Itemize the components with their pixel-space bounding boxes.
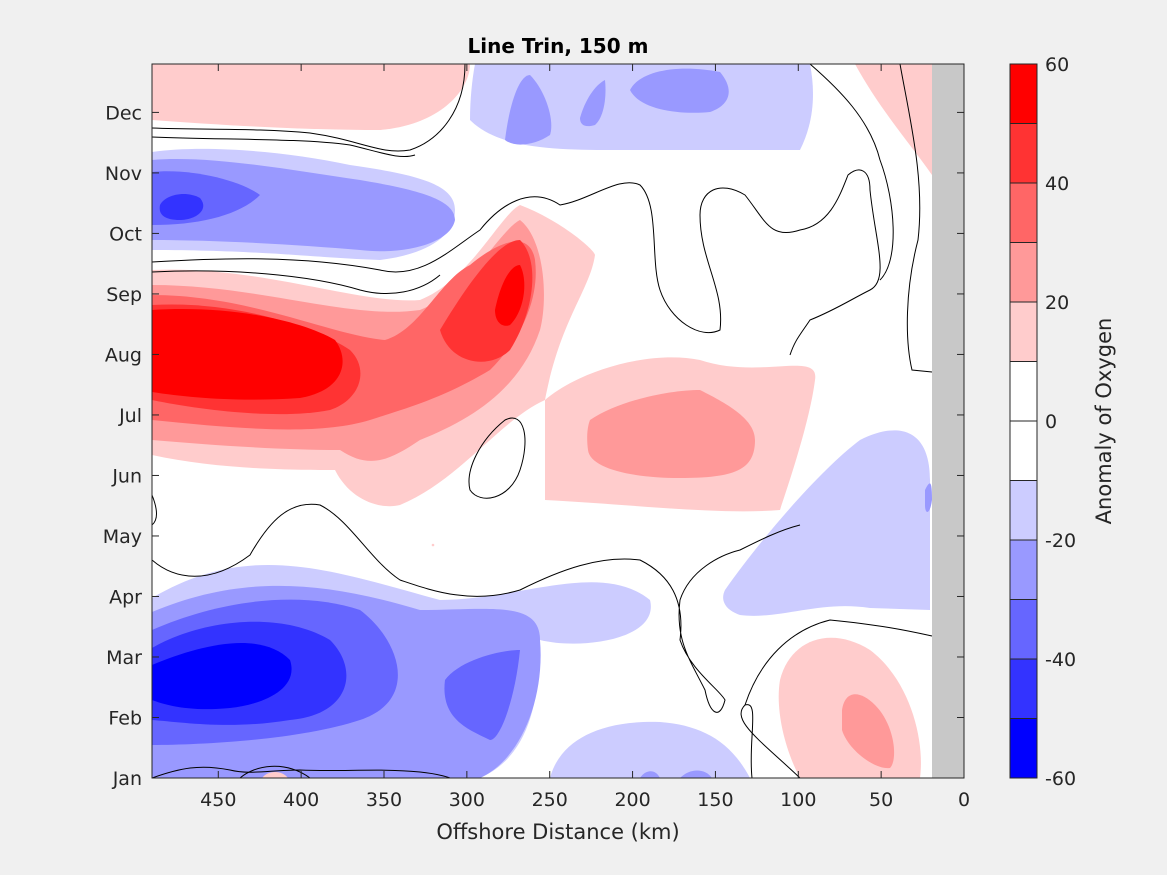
colorbar-segment <box>1010 242 1037 303</box>
no-data-region <box>932 64 964 778</box>
y-tick-label: Oct <box>109 223 142 245</box>
y-axis: Jan Feb Mar Apr May Jun Jul Aug Sep Oct Nov Dec <box>103 102 964 790</box>
x-tick-label: 300 <box>449 789 485 811</box>
colorbar-segment <box>1010 123 1037 184</box>
plot-frame <box>151 63 965 779</box>
x-tick-label: 50 <box>869 789 893 811</box>
colorbar-tick-label: -60 <box>1045 768 1076 790</box>
colorbar-tick-label: -20 <box>1045 530 1076 552</box>
colorbar-segment <box>1010 718 1037 779</box>
colorbar-segment <box>1010 183 1037 243</box>
colorbar-segment <box>1010 361 1037 422</box>
y-tick-label: May <box>103 526 142 548</box>
x-axis: 450 400 350 300 250 200 150 100 50 0 <box>200 64 970 811</box>
colorbar-segment <box>1010 64 1037 124</box>
colorbar-tick-label: 40 <box>1045 173 1069 195</box>
negative-anomaly-region <box>152 64 932 778</box>
chart-title: Line Trin, 150 m <box>468 34 649 58</box>
x-tick-label: 100 <box>780 789 816 811</box>
colorbar-segment <box>1010 659 1037 719</box>
y-tick-label: Mar <box>106 647 142 669</box>
positive-anomaly-region <box>152 64 932 778</box>
x-tick-label: 450 <box>200 789 236 811</box>
y-tick-label: Sep <box>106 284 142 306</box>
contour-fill-layer <box>152 64 964 778</box>
x-tick-label: 200 <box>614 789 650 811</box>
colorbar-segment <box>1010 599 1037 660</box>
plot-area <box>151 63 965 779</box>
colorbar-tick-label: 0 <box>1045 411 1057 433</box>
colorbar-label: Anomaly of Oxygen <box>1092 318 1116 525</box>
y-tick-label: Nov <box>105 163 142 185</box>
y-tick-label: Jul <box>118 405 142 427</box>
colorbar-segment <box>1010 480 1037 541</box>
x-tick-label: 400 <box>283 789 319 811</box>
x-tick-label: 0 <box>958 789 970 811</box>
colorbar-tick-label: -40 <box>1045 649 1076 671</box>
colorbar-segment <box>1010 540 1037 600</box>
y-tick-label: Dec <box>105 102 142 124</box>
x-tick-label: 350 <box>366 789 402 811</box>
colorbar-segment <box>1010 421 1037 481</box>
colorbar: 60 40 20 0 -20 -40 -60 <box>1009 54 1076 790</box>
x-tick-label: 150 <box>697 789 733 811</box>
y-tick-label: Feb <box>108 707 142 729</box>
x-tick-label: 250 <box>532 789 568 811</box>
colorbar-tick-label: 60 <box>1045 54 1069 76</box>
y-tick-label: Jan <box>112 768 142 790</box>
y-tick-label: Apr <box>109 586 142 608</box>
x-axis-title: Offshore Distance (km) <box>436 820 679 844</box>
y-tick-label: Aug <box>105 344 142 366</box>
colorbar-tick-label: 20 <box>1045 292 1069 314</box>
zero-contour-lines <box>152 64 933 778</box>
colorbar-segment <box>1010 302 1037 362</box>
y-tick-label: Jun <box>111 465 142 487</box>
